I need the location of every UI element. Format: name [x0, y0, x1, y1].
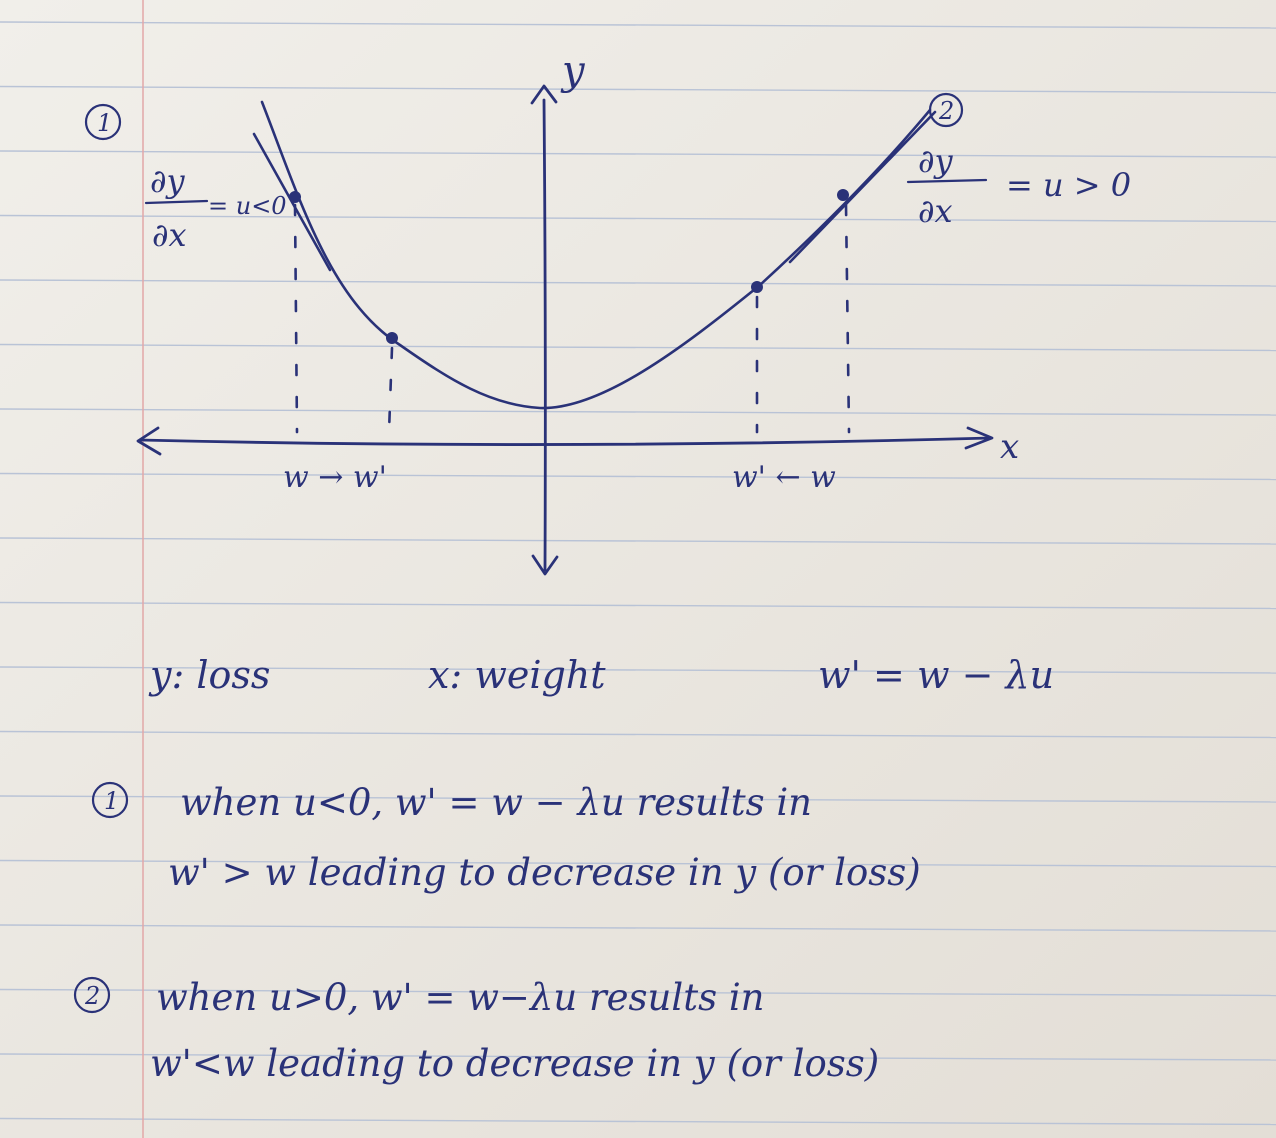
ruled-line [0, 924, 1276, 932]
note-2-marker-label: 2 [84, 982, 100, 1010]
point-w-right [837, 189, 849, 201]
drop-line-w-prime-left [387, 346, 394, 434]
left-derivative-relation: = u<0 [208, 192, 287, 220]
y-axis-up-arrow [530, 84, 558, 105]
ruled-line [0, 21, 1276, 29]
ruled-line [0, 408, 1276, 416]
right-derivative-relation: = u > 0 [1006, 166, 1131, 204]
ruled-line [0, 1117, 1276, 1126]
marker-1-circle [84, 103, 122, 141]
y-axis-down-arrow [531, 554, 559, 576]
left-derivative-denominator: ∂x [152, 216, 187, 254]
note-2-marker-circle [73, 976, 111, 1014]
y-axis-label: y [560, 48, 586, 94]
legend-update-formula: w' = w − λu [818, 653, 1054, 697]
x-axis-label: x [1000, 427, 1019, 467]
ruled-line [0, 472, 1276, 481]
right-w-annotation: w' ← w [732, 460, 836, 495]
ruled-line [0, 988, 1276, 997]
point-w-left [289, 191, 301, 203]
right-derivative-numerator: ∂y [918, 142, 954, 180]
note-1-line-1: when u<0, w' = w − λu results in [180, 781, 812, 824]
note-1: 1 when u<0, w' = w − λu results in w' > … [91, 781, 921, 894]
ruled-line [0, 214, 1276, 223]
point-w-prime-right [751, 281, 763, 293]
ruled-line [0, 150, 1276, 158]
x-axis [138, 436, 992, 446]
point-w-prime-left [386, 332, 398, 344]
x-axis-right-arrow [964, 426, 994, 450]
loss-curve [260, 100, 932, 410]
left-derivative-numerator: ∂y [150, 162, 186, 200]
marker-1-label: 1 [97, 109, 112, 137]
ruled-line [0, 666, 1276, 674]
note-1-marker-circle [91, 781, 129, 819]
marker-2-circle [928, 92, 964, 128]
left-w-annotation: w → w' [283, 460, 387, 495]
legend-y-loss: y: loss [148, 653, 270, 697]
ruled-line [0, 601, 1276, 610]
drop-line-w-right [844, 203, 851, 434]
right-derivative-denominator: ∂x [918, 192, 953, 230]
ruled-line [0, 859, 1276, 868]
ruled-line [0, 537, 1276, 545]
marker-2-label: 2 [938, 97, 954, 125]
drop-line-w-left [293, 203, 299, 434]
ruled-lines [0, 21, 1276, 1126]
ruled-line [0, 730, 1276, 739]
legend-x-weight: x: weight [428, 653, 606, 697]
ruled-line [0, 279, 1276, 287]
note-2: 2 when u>0, w' = w−λu results in w'<w le… [73, 976, 879, 1085]
right-tangent-line [788, 110, 937, 264]
x-axis-left-arrow [136, 426, 162, 456]
y-axis [542, 98, 547, 572]
ruled-line [0, 795, 1276, 803]
legend: y: loss x: weight w' = w − λu [148, 653, 1054, 697]
left-derivative-fraction-bar [144, 199, 209, 205]
note-2-line-2: w'<w leading to decrease in y (or loss) [150, 1042, 879, 1085]
ruled-line [0, 343, 1276, 352]
ruled-line [0, 85, 1276, 94]
note-2-line-1: when u>0, w' = w−λu results in [156, 976, 764, 1019]
note-1-marker-label: 1 [104, 787, 119, 815]
right-derivative-fraction-bar [906, 178, 988, 184]
graph: x y w → w' w' ← w 1 2 ∂y [84, 48, 1131, 576]
ruled-line [0, 1053, 1276, 1061]
note-1-line-2: w' > w leading to decrease in y (or loss… [168, 851, 921, 894]
